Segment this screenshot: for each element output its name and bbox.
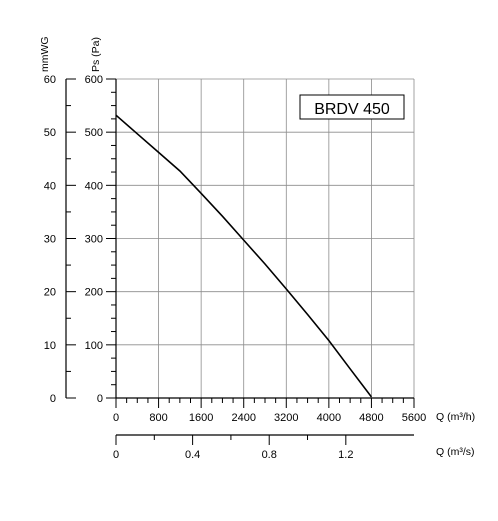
x-axis-primary-title: Q (m³/h) xyxy=(436,411,475,423)
x-axis-primary-tick-label: 4000 xyxy=(317,412,341,424)
y-axis-primary-tick-label: 200 xyxy=(85,287,103,299)
x-axis-secondary-tick-label: 1.2 xyxy=(338,449,353,461)
y-axis-primary-tick-label: 600 xyxy=(85,74,103,86)
x-axis-primary-tick-label: 1600 xyxy=(189,412,213,424)
x-axis-primary-tick-label: 0 xyxy=(113,412,119,424)
x-axis-secondary-title: Q (m³/s) xyxy=(436,446,475,458)
y-axis-primary-tick-label: 500 xyxy=(85,127,103,139)
model-label-frame xyxy=(299,94,405,120)
y-axis-primary-tick-label: 400 xyxy=(85,180,103,192)
y-axis-secondary-tick-label: 40 xyxy=(44,180,56,192)
x-axis-primary-tick-label: 5600 xyxy=(402,412,426,424)
y-axis-secondary-tick-label: 50 xyxy=(44,127,56,139)
x-axis-secondary-tick-label: 0 xyxy=(113,449,119,461)
y-axis-primary-tick-label: 0 xyxy=(97,393,103,405)
y-axis-secondary-tick-label: 20 xyxy=(44,287,56,299)
x-axis-primary-tick-label: 2400 xyxy=(231,412,255,424)
x-axis-primary-tick-label: 4800 xyxy=(359,412,383,424)
model-label: BRDV 450 xyxy=(314,101,390,118)
y-axis-primary-tick-label: 300 xyxy=(85,234,103,246)
y-axis-secondary-title: mmWG xyxy=(39,36,51,72)
x-axis-primary-tick-label: 800 xyxy=(149,412,167,424)
grid-lines xyxy=(116,78,415,398)
y-axis-primary-title: Ps (Pa) xyxy=(90,37,102,72)
y-axis-secondary-tick-label: 30 xyxy=(44,234,56,246)
y-axis-secondary-tick-label: 0 xyxy=(50,393,56,405)
model-label-box: BRDV 450 xyxy=(299,94,405,120)
x-axis-secondary-tick-label: 0.4 xyxy=(185,449,200,461)
x-axis-secondary-tick-label: 0.8 xyxy=(262,449,277,461)
axes xyxy=(65,78,415,445)
y-axis-primary-tick-label: 100 xyxy=(85,340,103,352)
y-axis-secondary-tick-label: 10 xyxy=(44,340,56,352)
y-axis-secondary-tick-label: 60 xyxy=(44,74,56,86)
x-axis-primary-tick-label: 3200 xyxy=(274,412,298,424)
fan-curve-line xyxy=(115,114,373,398)
